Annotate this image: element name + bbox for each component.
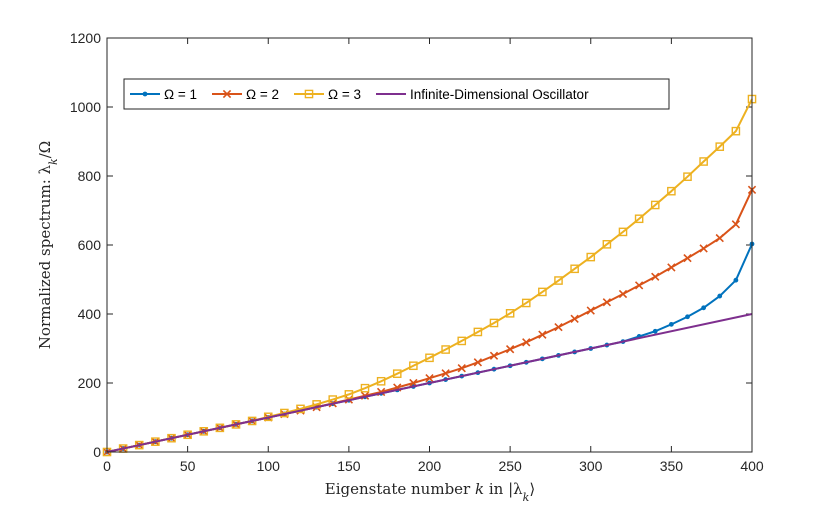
data-point xyxy=(586,252,596,262)
data-point xyxy=(473,358,483,367)
data-point xyxy=(554,322,563,332)
data-point xyxy=(699,244,708,253)
legend-label: Ω = 2 xyxy=(246,87,279,102)
legend-label: Infinite-Dimensional Oscillator xyxy=(410,87,589,102)
data-point xyxy=(522,338,531,347)
legend-marker xyxy=(304,89,314,99)
x-tick-label: 50 xyxy=(180,458,196,474)
data-point xyxy=(667,186,676,196)
y-tick-label: 800 xyxy=(78,168,102,184)
data-point xyxy=(505,309,515,318)
data-point xyxy=(650,200,660,210)
series-4 xyxy=(106,313,753,453)
legend-entry-2: Ω = 2 xyxy=(212,87,279,102)
data-point xyxy=(521,298,531,308)
data-point xyxy=(731,126,741,136)
y-tick-label: 600 xyxy=(78,237,102,253)
data-point xyxy=(409,361,418,371)
data-point xyxy=(685,314,690,320)
data-point xyxy=(733,277,739,283)
data-point xyxy=(717,293,723,299)
x-tick-label: 200 xyxy=(418,458,442,474)
x-axis-label: Eigenstate number k in |λk⟩ xyxy=(325,480,535,504)
data-point xyxy=(715,233,724,243)
data-point xyxy=(489,351,499,360)
data-point xyxy=(376,376,386,386)
legend-label: Ω = 1 xyxy=(164,87,197,102)
data-point xyxy=(683,253,692,263)
legend-label: Ω = 3 xyxy=(328,87,361,102)
data-point xyxy=(505,345,515,354)
data-point xyxy=(618,227,628,237)
data-point xyxy=(392,369,402,378)
data-point xyxy=(441,345,450,354)
data-point xyxy=(618,289,628,299)
data-point xyxy=(683,172,692,181)
data-point xyxy=(360,383,370,393)
data-point xyxy=(701,305,707,311)
y-tick-label: 1200 xyxy=(70,30,101,46)
x-tick-label: 150 xyxy=(337,458,361,474)
data-point xyxy=(425,374,434,383)
data-point xyxy=(634,281,644,290)
axes-frame xyxy=(106,37,753,453)
legend-marker xyxy=(222,89,232,99)
data-point xyxy=(457,363,466,373)
data-point xyxy=(602,240,612,249)
legend-entry-4: Infinite-Dimensional Oscillator xyxy=(376,87,589,102)
y-tick-label: 1000 xyxy=(70,99,101,115)
axis-ticks: 0 50 100 150 200 250 300 350 400 0 200 400 600 800 100… xyxy=(70,30,764,474)
data-point xyxy=(586,306,595,315)
series-layer xyxy=(102,94,757,457)
data-point xyxy=(667,263,676,272)
data-point xyxy=(715,142,725,151)
legend-entry-1: Ω = 1 xyxy=(130,87,197,102)
x-tick-label: 0 xyxy=(103,458,111,474)
axes-box xyxy=(106,37,753,453)
data-point xyxy=(634,214,644,224)
data-point xyxy=(538,330,547,339)
data-point xyxy=(489,318,499,328)
data-point xyxy=(425,353,434,363)
x-tick-label: 350 xyxy=(660,458,684,474)
data-point xyxy=(538,287,547,297)
series-line xyxy=(106,313,753,453)
y-tick-label: 200 xyxy=(78,375,102,391)
data-point xyxy=(668,321,674,327)
x-tick-label: 100 xyxy=(257,458,281,474)
legend: Ω = 1 Ω = 2 Ω = 3 Infinite-Dimensional Osci… xyxy=(123,78,670,110)
data-point xyxy=(441,369,450,378)
data-point xyxy=(699,157,708,166)
x-tick-label: 300 xyxy=(579,458,603,474)
data-point xyxy=(602,298,612,307)
data-point xyxy=(570,314,579,323)
data-point xyxy=(731,220,741,229)
legend-entry-3: Ω = 3 xyxy=(294,87,361,102)
data-point xyxy=(344,390,354,399)
legend-marker xyxy=(142,91,148,97)
data-point xyxy=(473,327,483,337)
x-tick-label: 250 xyxy=(498,458,522,474)
data-point xyxy=(554,276,563,285)
data-point xyxy=(570,264,579,274)
y-tick-label: 0 xyxy=(93,444,101,460)
data-point xyxy=(652,328,658,334)
data-point xyxy=(651,272,660,281)
y-axis-label: Normalized spectrum: λk/Ω xyxy=(36,141,60,349)
y-tick-label: 400 xyxy=(78,306,102,322)
x-tick-label: 400 xyxy=(740,458,764,474)
data-point xyxy=(457,336,467,346)
